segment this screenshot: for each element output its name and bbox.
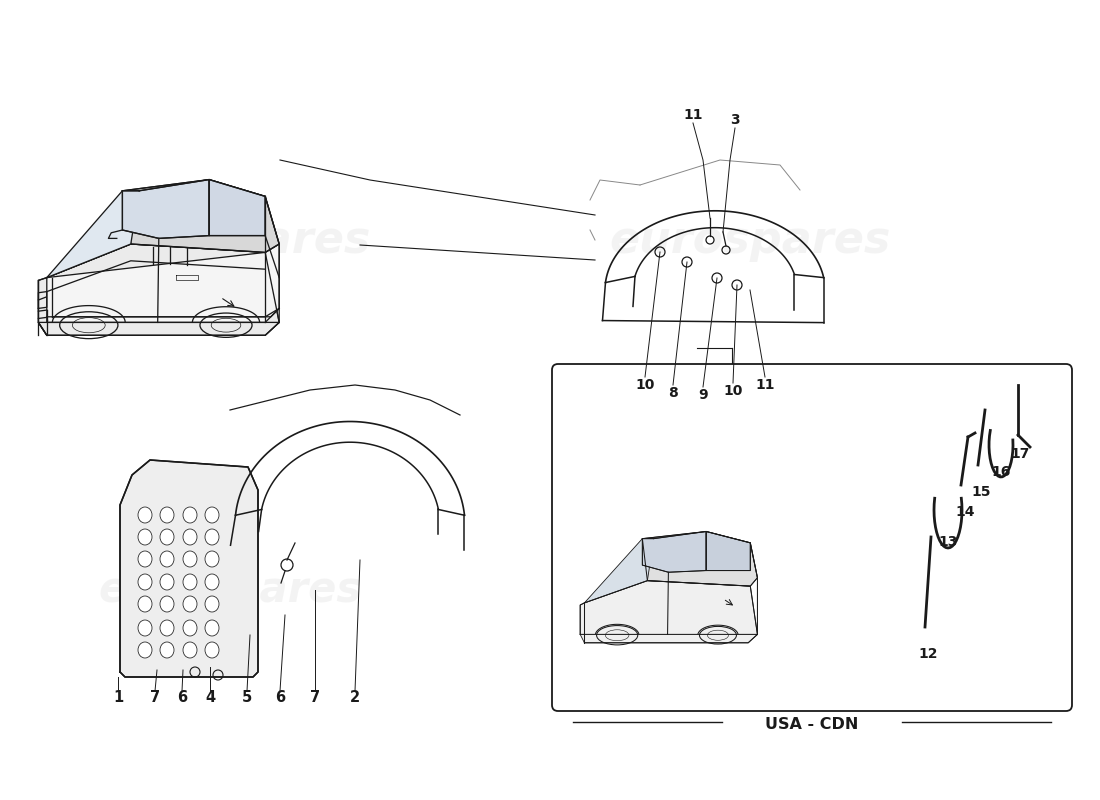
- Text: 7: 7: [150, 690, 161, 706]
- Polygon shape: [209, 180, 265, 235]
- Text: 6: 6: [177, 690, 187, 706]
- Ellipse shape: [138, 551, 152, 567]
- Ellipse shape: [183, 596, 197, 612]
- Polygon shape: [47, 244, 279, 322]
- Polygon shape: [122, 180, 279, 253]
- Ellipse shape: [160, 574, 174, 590]
- Ellipse shape: [183, 574, 197, 590]
- Ellipse shape: [160, 642, 174, 658]
- Polygon shape: [120, 460, 258, 677]
- Ellipse shape: [138, 596, 152, 612]
- Text: 1: 1: [113, 690, 123, 706]
- Text: 15: 15: [971, 485, 991, 499]
- Polygon shape: [39, 322, 279, 335]
- Polygon shape: [39, 244, 279, 335]
- Text: 10: 10: [636, 378, 654, 392]
- Ellipse shape: [138, 620, 152, 636]
- FancyBboxPatch shape: [552, 364, 1072, 711]
- Ellipse shape: [205, 529, 219, 545]
- Ellipse shape: [205, 596, 219, 612]
- Text: 12: 12: [918, 647, 937, 661]
- Text: eurospares: eurospares: [578, 571, 823, 609]
- Text: eurospares: eurospares: [98, 569, 362, 611]
- Text: 10: 10: [724, 384, 743, 398]
- Ellipse shape: [205, 574, 219, 590]
- Text: 8: 8: [668, 386, 678, 400]
- Ellipse shape: [138, 642, 152, 658]
- Text: 2: 2: [350, 690, 360, 706]
- Ellipse shape: [138, 507, 152, 523]
- Text: 13: 13: [938, 535, 958, 549]
- Ellipse shape: [160, 551, 174, 567]
- Text: 9: 9: [698, 388, 707, 402]
- Text: 4: 4: [205, 690, 216, 706]
- Ellipse shape: [160, 529, 174, 545]
- Ellipse shape: [183, 620, 197, 636]
- Polygon shape: [122, 180, 209, 238]
- Ellipse shape: [205, 551, 219, 567]
- Ellipse shape: [183, 529, 197, 545]
- Text: 17: 17: [1010, 447, 1030, 461]
- Text: 11: 11: [683, 108, 703, 122]
- Ellipse shape: [183, 551, 197, 567]
- Text: 6: 6: [275, 690, 285, 706]
- Text: 14: 14: [955, 505, 975, 519]
- Polygon shape: [642, 531, 706, 572]
- Polygon shape: [584, 538, 653, 603]
- Polygon shape: [706, 531, 750, 570]
- Ellipse shape: [205, 642, 219, 658]
- Text: 3: 3: [730, 113, 740, 127]
- Ellipse shape: [205, 507, 219, 523]
- Text: USA - CDN: USA - CDN: [766, 717, 859, 732]
- Text: eurospares: eurospares: [89, 218, 371, 262]
- Ellipse shape: [138, 529, 152, 545]
- Polygon shape: [580, 581, 758, 643]
- Ellipse shape: [205, 620, 219, 636]
- Ellipse shape: [160, 620, 174, 636]
- Ellipse shape: [160, 596, 174, 612]
- Text: 7: 7: [310, 690, 320, 706]
- Ellipse shape: [183, 642, 197, 658]
- Text: eurospares: eurospares: [609, 218, 891, 262]
- Polygon shape: [47, 190, 140, 278]
- Text: 5: 5: [242, 690, 252, 706]
- Text: 11: 11: [756, 378, 774, 392]
- Ellipse shape: [160, 507, 174, 523]
- Polygon shape: [642, 531, 758, 586]
- Text: 16: 16: [991, 465, 1011, 479]
- Ellipse shape: [183, 507, 197, 523]
- Ellipse shape: [138, 574, 152, 590]
